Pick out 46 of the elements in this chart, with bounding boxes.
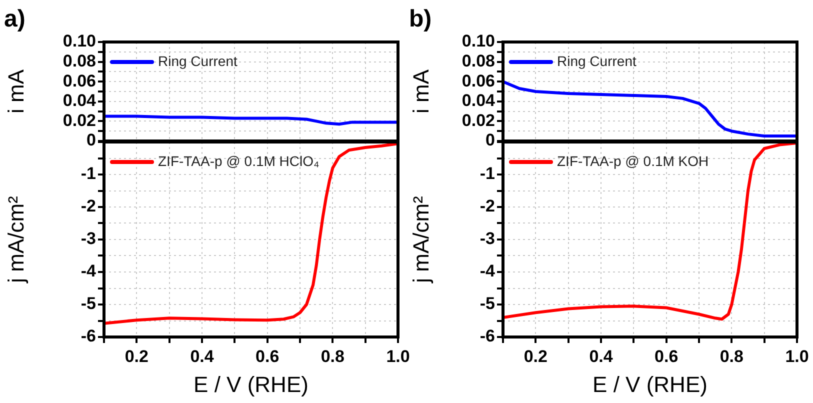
y-tick-label: -3: [80, 229, 96, 248]
y-tick-label: 0: [486, 130, 495, 150]
legend-label: Ring Current: [557, 52, 636, 69]
y-tick-label: -6: [80, 326, 96, 346]
y-tick-label: 0.10: [462, 32, 495, 51]
x-axis-title: E / V (RHE): [592, 372, 708, 397]
y-axis-title: j mA/cm²: [408, 196, 434, 284]
chart-title: a): [4, 6, 26, 33]
y-tick-label: 0.06: [462, 71, 495, 90]
legend-label: ZIF-TAA-p @ 0.1M HClO₄: [158, 152, 320, 169]
x-tick-label: 0.4: [589, 346, 614, 366]
x-tick-label: 0.8: [720, 346, 744, 366]
y-tick-label: -2: [480, 196, 495, 216]
x-tick-label: 1.0: [785, 346, 809, 366]
y-tick-label: 0.08: [62, 51, 96, 70]
y-tick-label: 0.02: [462, 110, 495, 130]
legend-label: Ring Current: [158, 52, 238, 69]
y-tick-label: -3: [480, 229, 495, 248]
y-tick-label: -4: [80, 262, 97, 281]
y-tick-label: 0.08: [462, 51, 495, 70]
x-tick-label: 0.2: [124, 346, 148, 366]
x-tick-label: 0.2: [524, 346, 548, 366]
y-tick-label: 0.04: [62, 91, 97, 110]
y-axis-title: i mA: [3, 69, 28, 114]
y-tick-label: -4: [480, 262, 496, 281]
x-tick-label: 0.6: [256, 346, 280, 366]
y-tick-label: -1: [80, 164, 96, 184]
x-tick-label: 0.8: [320, 346, 344, 366]
y-axis-title: j mA/cm²: [3, 196, 28, 284]
chart-title: b): [409, 6, 432, 33]
x-axis-title: E / V (RHE): [194, 372, 308, 397]
y-tick-label: 0.02: [62, 110, 96, 130]
y-tick-label: 0.06: [62, 71, 96, 90]
y-tick-label: -6: [480, 326, 495, 346]
y-tick-label: -2: [80, 196, 96, 216]
y-axis-title: i mA: [408, 69, 434, 114]
y-tick-label: 0.04: [462, 91, 496, 110]
legend-label: ZIF-TAA-p @ 0.1M KOH: [557, 152, 709, 169]
x-tick-label: 0.6: [654, 346, 678, 366]
x-tick-label: 0.4: [190, 346, 214, 366]
x-tick-label: 1.0: [386, 346, 410, 366]
y-tick-label: 0.10: [62, 32, 96, 51]
y-tick-label: -1: [480, 164, 495, 184]
y-tick-label: 0: [86, 130, 96, 150]
y-tick-label: -5: [80, 294, 96, 314]
y-tick-label: -5: [480, 294, 495, 314]
